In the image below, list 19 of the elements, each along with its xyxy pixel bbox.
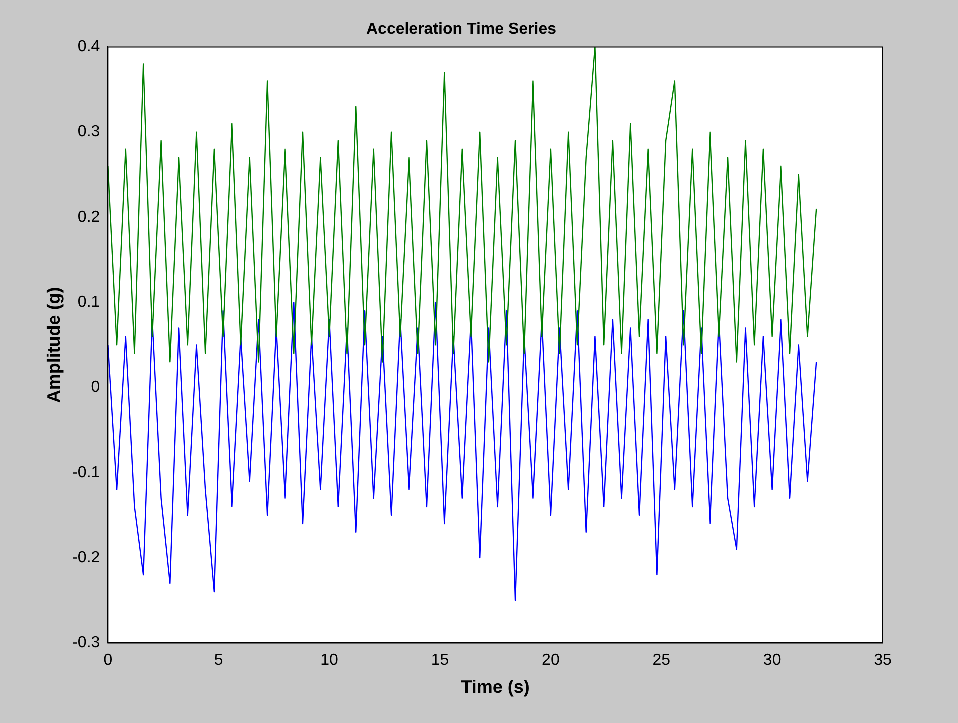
x-tick-label: 10: [320, 652, 339, 670]
y-tick-label: 0.4: [78, 38, 100, 56]
x-tick-label: 15: [431, 652, 450, 670]
x-tick-label: 0: [104, 652, 113, 670]
y-tick-label: 0.1: [78, 294, 100, 312]
y-tick-label: -0.3: [72, 634, 100, 652]
y-tick-label: 0.2: [78, 208, 100, 226]
x-tick-label: 30: [763, 652, 782, 670]
x-tick-label: 35: [874, 652, 892, 670]
x-axis-title: Time (s): [461, 677, 530, 698]
y-axis-title: Amplitude (g): [44, 287, 64, 404]
x-tick-label: 20: [542, 652, 560, 670]
y-tick-label: -0.1: [72, 464, 100, 482]
x-tick-label: 25: [652, 652, 671, 670]
y-tick-label: -0.2: [72, 549, 100, 566]
y-tick-label: 0: [91, 379, 100, 396]
x-tick-label: 5: [214, 652, 224, 670]
chart-title: Acceleration Time Series: [366, 21, 557, 38]
y-tick-label: 0.3: [78, 124, 100, 141]
